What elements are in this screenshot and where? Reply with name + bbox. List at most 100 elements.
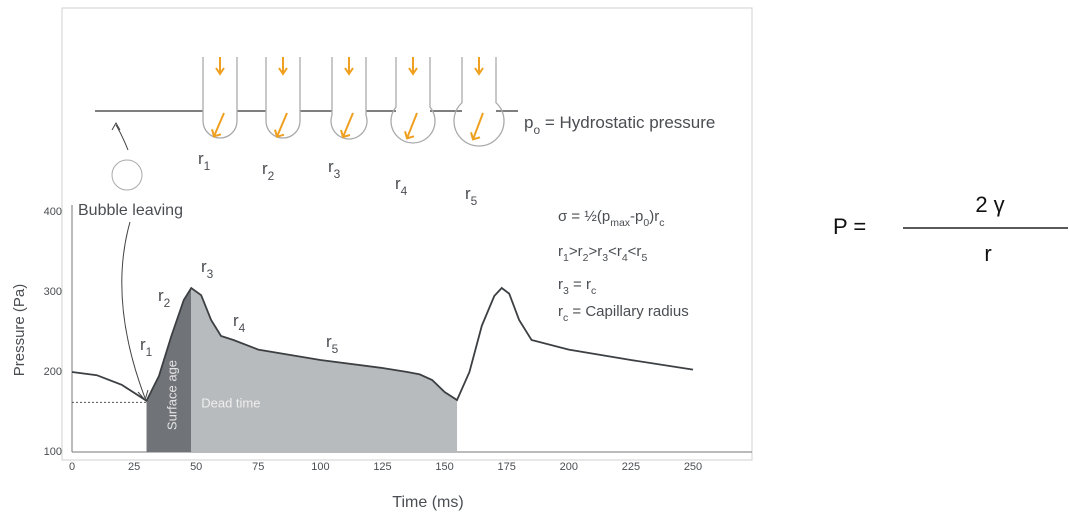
subscript: 2	[164, 296, 171, 310]
x-tick-label: 225	[622, 461, 640, 473]
text-part: r	[465, 184, 471, 203]
subscript: 4	[622, 252, 628, 264]
flow-arrow	[474, 57, 484, 76]
text-part: r	[558, 243, 563, 260]
x-tick-label: 200	[560, 461, 578, 473]
flow-arrow	[274, 112, 288, 138]
capillary-mask	[203, 108, 237, 114]
y-tick-label: 400	[44, 206, 62, 218]
capillary-label: r1	[198, 149, 211, 173]
y-tick-label: 300	[44, 286, 62, 298]
x-tick-label: 75	[252, 461, 264, 473]
capillary	[265, 57, 301, 139]
subscript: o	[533, 123, 540, 137]
x-tick-label: 250	[684, 461, 702, 473]
capillary-mask	[266, 108, 300, 114]
text-part: σ = ½(p	[558, 208, 610, 225]
flow-arrow	[404, 112, 418, 140]
text-part: r	[395, 174, 401, 193]
subscript: max	[610, 217, 631, 229]
subscript: 4	[239, 321, 246, 335]
subscript: 0	[643, 217, 649, 229]
region	[146, 288, 192, 452]
text-part: <r	[608, 243, 622, 260]
frame	[61, 7, 753, 461]
flow-arrow	[211, 112, 225, 138]
formula-denominator: r	[984, 241, 991, 266]
text-part: r	[262, 159, 268, 178]
x-tick-label: 25	[128, 461, 140, 473]
subscript: 5	[641, 252, 647, 264]
subscript: c	[591, 285, 596, 297]
subscript: 5	[471, 194, 478, 208]
subscript: 1	[146, 345, 153, 359]
text-part: = r	[569, 276, 591, 293]
formula-line: r3 = rc	[558, 276, 596, 297]
text-part: r	[201, 257, 207, 276]
subscript: 2	[268, 169, 275, 183]
leaving-arrow	[121, 221, 146, 399]
capillary-label: r4	[395, 174, 408, 198]
subscript: 1	[563, 252, 569, 264]
formula-lhs: P =	[833, 214, 866, 239]
x-tick-label: 150	[435, 461, 453, 473]
subscript: 5	[332, 342, 339, 356]
flow-arrow	[408, 57, 418, 76]
region	[191, 288, 458, 452]
y-tick-label: 100	[44, 446, 62, 458]
text-part: r	[198, 149, 204, 168]
text-part: <r	[628, 243, 642, 260]
capillary	[330, 57, 368, 140]
subscript: c	[563, 312, 568, 324]
text-part: = Capillary radius	[568, 303, 688, 320]
formula-line: σ = ½(pmax-p0)rc	[558, 208, 664, 229]
bubble	[111, 159, 143, 191]
y-tick-label: 200	[44, 366, 62, 378]
capillary-mask	[462, 108, 496, 114]
pressure-line	[71, 286, 694, 403]
text-part: = Hydrostatic pressure	[540, 113, 715, 132]
region-label: Surface age	[164, 360, 179, 430]
capillary	[202, 57, 238, 139]
capillary-mask	[332, 108, 366, 114]
text-part: r	[328, 157, 334, 176]
x-tick-label: 50	[190, 461, 202, 473]
curve-label: r5	[326, 332, 339, 356]
capillary-mask	[396, 108, 430, 114]
capillary	[390, 57, 436, 144]
subscript: 3	[602, 252, 608, 264]
region-label: Dead time	[201, 395, 260, 410]
subscript: 2	[583, 252, 589, 264]
x-axis-label: Time (ms)	[392, 494, 463, 511]
text-part: >r	[569, 243, 583, 260]
subscript: 1	[204, 159, 211, 173]
y-axis-label: Pressure (Pa)	[11, 284, 28, 377]
bubble-arrow	[115, 124, 129, 151]
curve-label: r3	[201, 257, 214, 281]
text-part: r	[558, 303, 563, 320]
bubble-label: Bubble leaving	[78, 202, 183, 219]
x-tick-label: 0	[69, 461, 75, 473]
text-part: r	[158, 286, 164, 305]
flow-arrow	[278, 57, 288, 76]
text-part: r	[558, 276, 563, 293]
formula-line: rc = Capillary radius	[558, 303, 689, 324]
capillary	[453, 57, 505, 147]
capillary-label: r5	[465, 184, 478, 208]
text-part: p	[524, 113, 533, 132]
curve-label: r4	[233, 311, 246, 335]
subscript: 3	[207, 267, 214, 281]
text-part: r	[233, 311, 239, 330]
x-tick-label: 100	[311, 461, 329, 473]
capillary-label: r3	[328, 157, 341, 181]
formula-line: r1>r2>r3<r4<r5	[558, 243, 647, 264]
text-part: )r	[649, 208, 659, 225]
hydrostatic-label: po = Hydrostatic pressure	[524, 113, 715, 137]
curve-label: r1	[140, 335, 153, 359]
flow-arrow	[340, 112, 354, 139]
flow-arrow	[215, 57, 225, 76]
x-tick-label: 175	[498, 461, 516, 473]
flow-arrow	[470, 112, 484, 141]
subscript: 4	[401, 184, 408, 198]
